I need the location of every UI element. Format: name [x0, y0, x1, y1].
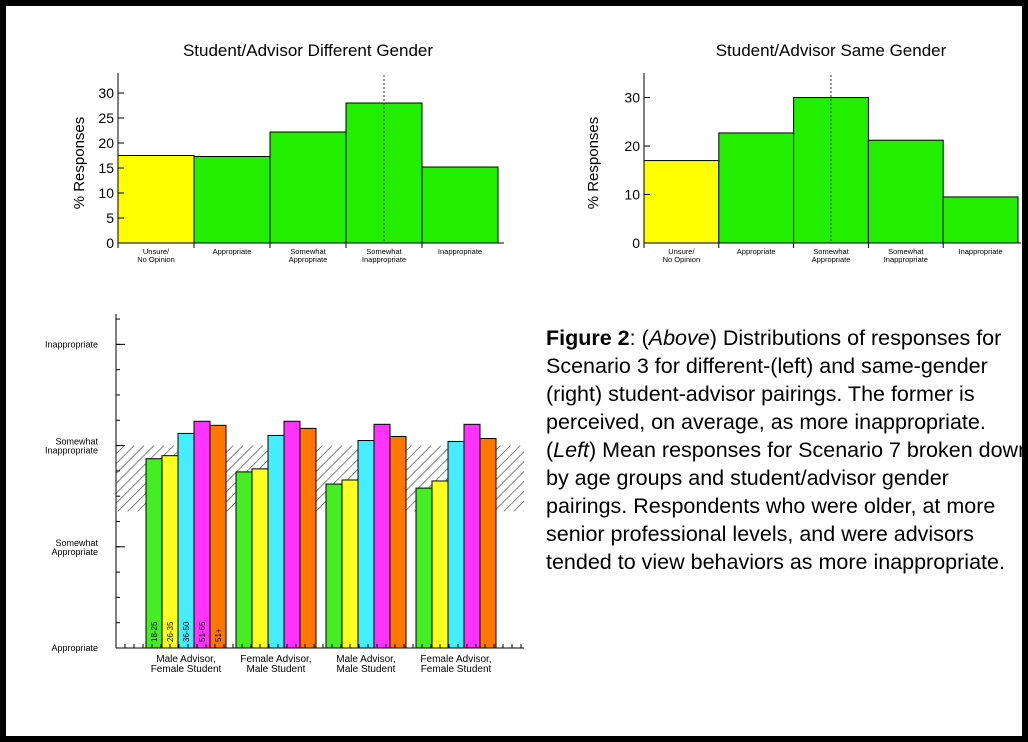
y-tick-label: 10: [624, 187, 640, 203]
x-tick-label: Unsure/No Opinion: [137, 247, 175, 264]
caption-above: Above: [648, 326, 710, 350]
bar-51-65-2: [373, 423, 391, 649]
bar-36-50-1: [267, 434, 285, 649]
chart-different-gender-svg: Student/Advisor Different Gender % Respon…: [71, 41, 504, 264]
caption-part-3: ) Mean responses for Scenario 7 broken d…: [546, 438, 1028, 574]
bar-26-35-1: [251, 468, 269, 649]
x-tick-label: Inappropriate: [958, 247, 1002, 256]
bar-0: [643, 160, 720, 244]
y-axis-label: % Responses: [585, 117, 602, 210]
bar-51-65-0: [193, 420, 211, 649]
x-tick-label: Somewhat Inappropriate: [884, 247, 928, 264]
x-tick-label: Unsure/No Opinion: [663, 247, 701, 264]
caption-left: Left: [553, 438, 590, 462]
y-tick-label: 20: [98, 135, 114, 151]
y-tick-label: 0: [632, 235, 640, 251]
series-label: 18-25: [150, 621, 159, 642]
bar-4: [942, 196, 1019, 244]
chart-different-gender: Student/Advisor Different Gender % Respon…: [6, 6, 516, 296]
bar-18-25-2: [325, 483, 343, 649]
series-label: 51-65: [198, 621, 207, 642]
y-axis-label: % Responses: [71, 117, 88, 210]
bar-36-50-0: [177, 432, 195, 649]
chart-same-gender: Student/Advisor Same Gender % Responses 0 1…: [521, 6, 1021, 296]
x-group-label: Female Advisor, Male Student: [240, 654, 311, 675]
series-label: 26-35: [166, 621, 175, 642]
y-level-label: Somewhat Appropriate: [51, 538, 98, 557]
bar-3: [867, 139, 944, 244]
x-tick-label: Somewhat Inappropriate: [362, 247, 406, 264]
y-tick-label: 10: [98, 185, 114, 201]
bar-26-35-0: [161, 455, 179, 649]
y-tick-label: 25: [98, 110, 114, 126]
x-group-label: Male Advisor, Male Student: [336, 654, 395, 675]
caption-label: Figure 2: [546, 326, 630, 350]
x-tick-label: Appropriate: [213, 247, 252, 256]
y-tick-label: 5: [106, 210, 114, 226]
bar-4: [421, 166, 499, 244]
bar-51+-0: [209, 424, 227, 649]
y-tick-label: 0: [106, 235, 114, 251]
bar-51+-2: [389, 435, 407, 649]
y-level-label: Inappropriate: [45, 339, 98, 349]
bar-18-25-3: [415, 487, 433, 649]
y-level-label: Somewhat Inappropriate: [45, 437, 99, 456]
bar-26-35-3: [431, 480, 449, 649]
series-label: 36-50: [182, 621, 191, 642]
bar-51+-3: [479, 437, 497, 649]
x-tick-label: Somewhat Appropriate: [289, 247, 328, 264]
bar-51+-1: [299, 427, 317, 649]
x-tick-label: Inappropriate: [438, 247, 482, 256]
y-tick-label: 20: [624, 138, 640, 154]
chart-title: Student/Advisor Same Gender: [716, 41, 947, 60]
y-level-label: Appropriate: [51, 643, 98, 653]
bar-51-65-3: [463, 423, 481, 649]
bar-51-65-1: [283, 420, 301, 649]
figure-frame: Student/Advisor Different Gender % Respon…: [6, 6, 1028, 736]
bar-0: [117, 155, 195, 244]
caption-part-1: : (: [629, 326, 649, 350]
bar-2: [269, 131, 347, 244]
y-tick-label: 15: [98, 160, 114, 176]
bar-36-50-3: [447, 441, 465, 649]
x-tick-label: Appropriate: [737, 247, 776, 256]
chart-mean-responses-svg: 18-25 26-35 36-50 51-65 51+ Appropriate Somewh…: [45, 314, 524, 675]
bar-18-25-0: [145, 458, 163, 649]
figure-caption: Figure 2: (Above) Distributions of respo…: [546, 324, 1028, 576]
bar-26-35-2: [341, 479, 359, 649]
caption-part-2: ) Distributions of responses for Scenari…: [546, 326, 1002, 462]
bar-1: [193, 156, 271, 244]
y-tick-label: 30: [624, 90, 640, 106]
y-tick-label: 30: [98, 85, 114, 101]
bar-1: [718, 132, 795, 244]
chart-mean-responses: 18-25 26-35 36-50 51-65 51+ Appropriate Somewh…: [6, 306, 536, 686]
chart-same-gender-svg: Student/Advisor Same Gender % Responses 0 1…: [585, 41, 1021, 264]
x-tick-label: Somewhat Appropriate: [812, 247, 851, 264]
x-group-label: Female Advisor, Female Student: [420, 654, 491, 675]
bar-18-25-1: [235, 471, 253, 649]
bar-36-50-2: [357, 440, 375, 649]
chart-title: Student/Advisor Different Gender: [183, 41, 433, 60]
series-label: 51+: [214, 628, 223, 642]
x-group-label: Male Advisor, Female Student: [151, 654, 222, 675]
